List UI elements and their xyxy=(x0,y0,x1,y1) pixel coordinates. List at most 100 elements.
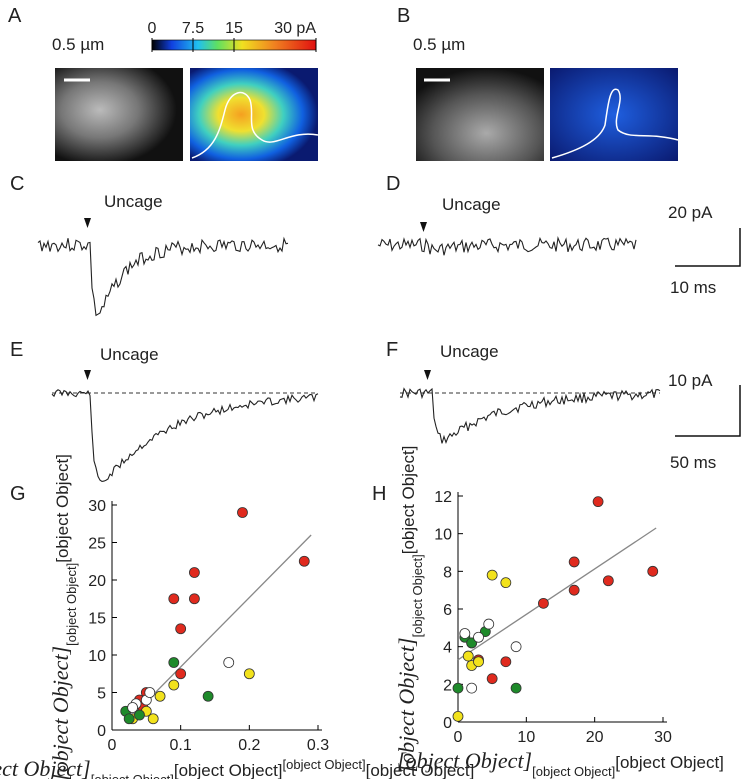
outline xyxy=(191,91,319,159)
y-tick-label: 30 xyxy=(88,498,106,515)
point xyxy=(168,657,180,668)
heatmap xyxy=(550,68,678,161)
point xyxy=(452,682,464,694)
trace xyxy=(51,389,319,482)
point xyxy=(188,567,200,578)
y-tick-label: 6 xyxy=(443,602,452,619)
image xyxy=(416,68,544,161)
x-tick-label: 0 xyxy=(454,729,463,746)
x-tick-label: 10 xyxy=(517,729,535,746)
point xyxy=(647,565,659,577)
y-tick-label: 10 xyxy=(434,527,452,544)
trace xyxy=(399,387,661,444)
panel-label: A xyxy=(8,5,22,27)
label-part: [object Object] xyxy=(283,757,366,772)
outline xyxy=(551,88,679,159)
fit-line xyxy=(125,534,312,723)
y-tick-label: 8 xyxy=(443,564,452,581)
x-tick-label: 0 xyxy=(108,737,117,754)
label-part: [object Object] xyxy=(410,554,425,637)
scale-label: 0.5 µm xyxy=(52,35,104,54)
point xyxy=(237,507,248,518)
point xyxy=(188,593,200,605)
trace xyxy=(37,236,289,317)
colorbar-tick-label: 0 xyxy=(148,20,157,37)
scale-label: 0.5 µm xyxy=(413,35,465,54)
y-tick-label: 12 xyxy=(434,489,452,506)
y-tick-label: 2 xyxy=(443,677,452,694)
marker-label: Uncage xyxy=(100,345,159,364)
label-part: [object Object] xyxy=(397,748,532,773)
scale-label: 50 ms xyxy=(670,453,716,472)
point xyxy=(168,593,180,605)
label-part: [object Object] xyxy=(48,646,73,779)
y-tick-label: 4 xyxy=(443,640,452,657)
marker-label: Uncage xyxy=(440,342,499,361)
label-part: [object Object] xyxy=(532,764,615,779)
x-tick-label: 20 xyxy=(586,729,604,746)
marker-label: Uncage xyxy=(104,192,163,211)
xlabel: [object Object][object Object][object Ob… xyxy=(397,748,724,779)
point xyxy=(473,631,484,643)
point xyxy=(168,679,180,691)
marker-label: Uncage xyxy=(442,195,501,214)
label-part: [object Object] xyxy=(0,756,91,779)
fit-line xyxy=(457,527,657,661)
point xyxy=(452,710,464,722)
point xyxy=(483,618,495,630)
label-part: [object Object] xyxy=(174,761,283,779)
label-part: [object Object] xyxy=(91,772,174,779)
point xyxy=(466,682,478,694)
point xyxy=(154,690,166,702)
point xyxy=(134,709,145,721)
colorbar-tick-label: 15 xyxy=(225,20,243,37)
y-tick-label: 25 xyxy=(88,536,106,553)
point xyxy=(602,575,614,587)
point xyxy=(144,687,156,698)
panel-label: C xyxy=(10,173,24,195)
point xyxy=(486,569,498,581)
ylabel: [object Object][object Object][object Ob… xyxy=(394,446,425,773)
point xyxy=(243,668,255,680)
label-part: [object Object] xyxy=(399,446,418,555)
y-tick-label: 5 xyxy=(97,686,106,703)
point xyxy=(510,641,522,653)
point xyxy=(175,668,187,680)
scale-label: 10 pA xyxy=(668,371,713,390)
y-tick-label: 20 xyxy=(88,573,106,590)
point xyxy=(175,623,187,635)
xlabel: [object Object][object Object][object Ob… xyxy=(0,756,474,779)
point xyxy=(592,496,604,508)
x-tick-label: 0.1 xyxy=(170,737,192,754)
point xyxy=(202,690,214,702)
colorbar-tick-label: 7.5 xyxy=(182,20,204,37)
panel-label: G xyxy=(10,483,26,505)
y-tick-label: 15 xyxy=(88,611,106,628)
panel-label: F xyxy=(386,339,398,361)
scale-bar xyxy=(675,228,741,437)
traces xyxy=(37,236,661,482)
label-part: [object Object] xyxy=(53,454,72,563)
label-part: [object Object] xyxy=(366,761,475,779)
image xyxy=(55,68,183,161)
point xyxy=(500,577,512,589)
x-tick-label: 0.2 xyxy=(238,737,260,754)
y-tick-label: 0 xyxy=(443,715,452,732)
label-part: [object Object] xyxy=(64,563,79,646)
point xyxy=(459,628,471,639)
label-part: [object Object] xyxy=(394,637,419,772)
trace xyxy=(377,236,637,256)
point xyxy=(538,597,549,609)
point xyxy=(298,555,310,567)
point xyxy=(486,673,498,685)
point xyxy=(127,702,139,713)
point xyxy=(510,682,522,694)
x-tick-label: 30 xyxy=(654,729,672,746)
colorbar-tick-label: 30 pA xyxy=(274,20,316,37)
point xyxy=(568,556,580,568)
point xyxy=(473,656,484,668)
colorbar-ticks: 0 7.5 15 30 pA xyxy=(148,20,317,52)
ylabel: [object Object][object Object][object Ob… xyxy=(48,454,79,779)
